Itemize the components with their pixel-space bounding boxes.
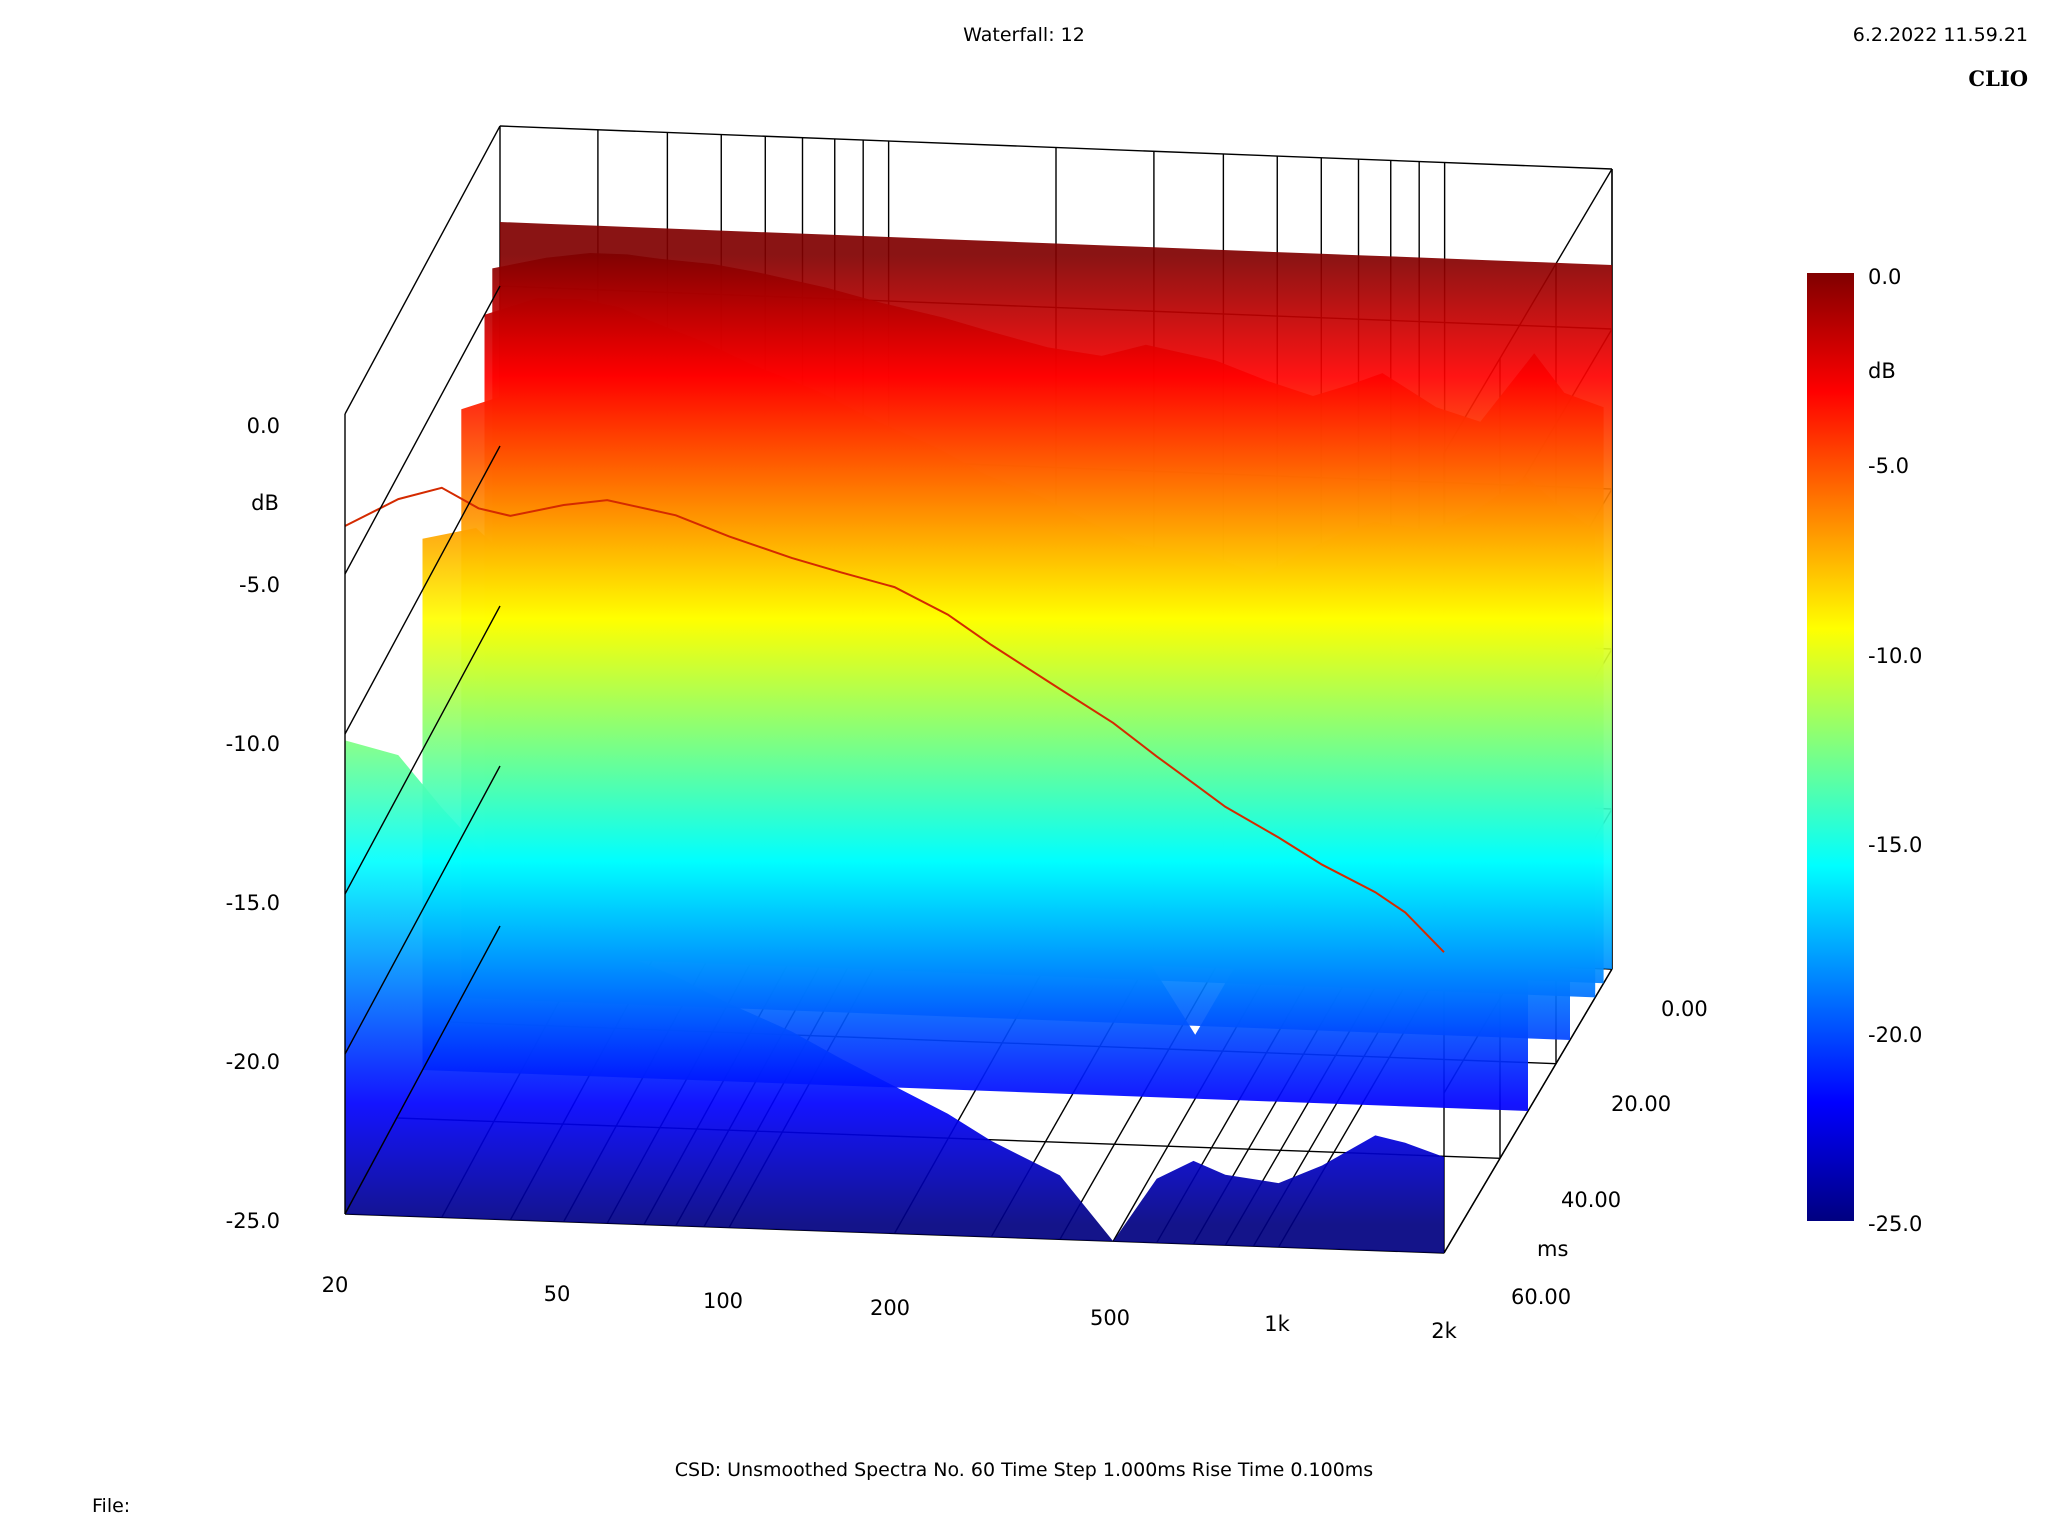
x-tick-label: 100 [703, 1289, 743, 1313]
left-wall-line [344, 925, 501, 1215]
y-axis-unit-label: dB [251, 491, 279, 515]
colorbar-strip [1807, 273, 1854, 1221]
file-label: File: [92, 1495, 131, 1517]
x-tick-label: 2k [1431, 1319, 1457, 1343]
x-tick-label: 50 [544, 1282, 571, 1306]
z-tick-label: 40.00 [1561, 1188, 1621, 1212]
colorbar-tick-label: -25.0 [1868, 1212, 1922, 1236]
z-tick-label: 20.00 [1611, 1092, 1671, 1116]
colorbar-tick-label: -5.0 [1868, 454, 1909, 478]
left-wall-line [344, 445, 501, 735]
timestamp: 6.2.2022 11.59.21 [1852, 24, 2028, 46]
x-tick-label: 500 [1090, 1306, 1130, 1330]
y-axis: dB 0.0 -5.0 -10.0 -15.0 -20.0 -25.0 [226, 414, 280, 1233]
y-tick-label: -15.0 [226, 891, 280, 915]
x-tick-label: 200 [870, 1296, 910, 1320]
y-tick-label: -20.0 [226, 1050, 280, 1074]
z-axis: 0.00 20.00 40.00 ms 60.00 [1511, 997, 1708, 1309]
x-axis: 20 50 100 200 500 1k 2k [322, 1273, 1458, 1343]
z-tick-label: 60.00 [1511, 1285, 1571, 1309]
y-tick-label: -5.0 [239, 573, 280, 597]
surface-slice [345, 740, 1444, 1253]
colorbar-tick-label: -10.0 [1868, 644, 1922, 668]
file-row: File: [92, 1495, 146, 1517]
footer-info: CSD: Unsmoothed Spectra No. 60 Time Step… [674, 1459, 1374, 1481]
colorbar-tick-label: -15.0 [1868, 833, 1922, 857]
z-tick-label: 0.00 [1661, 997, 1708, 1021]
brand-logo: CLIO [1968, 66, 2028, 91]
colorbar-tick-label: 0.0 [1868, 265, 1901, 289]
x-tick-label: 20 [322, 1273, 349, 1297]
y-tick-label: 0.0 [247, 414, 280, 438]
colorbar-tick-label: -20.0 [1868, 1023, 1922, 1047]
y-tick-label: -10.0 [226, 732, 280, 756]
z-axis-unit-label: ms [1537, 1237, 1568, 1261]
colorbar: dB 0.0 -5.0 -10.0 -15.0 -20.0 -25.0 [1807, 265, 1922, 1236]
chart-title: Waterfall: 12 [963, 24, 1085, 46]
front-axis-grid [344, 125, 501, 1215]
left-wall-line [344, 765, 501, 1055]
left-wall-line [344, 125, 501, 415]
x-tick-label: 1k [1264, 1312, 1290, 1336]
back-grid-line [499, 125, 1613, 170]
waterfall-surface [344, 222, 1612, 1253]
surface-slice [422, 528, 1528, 1111]
colorbar-unit-label: dB [1868, 359, 1896, 383]
front-slice-line [344, 486, 1445, 953]
left-wall-line [344, 285, 501, 575]
left-wall-line [344, 605, 501, 895]
y-tick-label: -25.0 [226, 1209, 280, 1233]
